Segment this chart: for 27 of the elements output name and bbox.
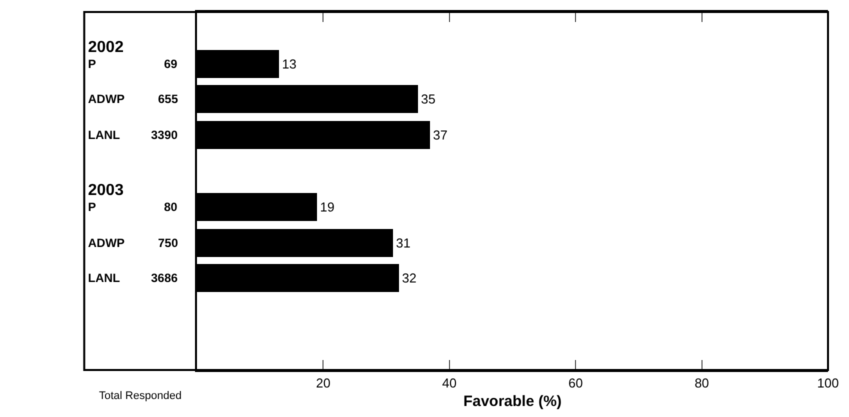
text: 750 <box>158 236 178 250</box>
x-tick-label: 100 <box>817 376 839 391</box>
x-tick-label: 20 <box>316 376 330 391</box>
x-axis-title: Favorable (%) <box>463 393 562 410</box>
data-label: 31 <box>396 236 410 250</box>
text: 655 <box>158 92 178 106</box>
text: 2003 <box>88 182 124 199</box>
x-tick-label: 60 <box>568 376 583 391</box>
data-label: 13 <box>282 56 296 72</box>
text: 80 <box>164 200 178 214</box>
data-label: 32 <box>402 270 416 286</box>
text: 3686 <box>151 271 178 285</box>
x-tick-label: 40 <box>442 376 457 391</box>
y-tick-label: LANL <box>88 271 120 285</box>
y-tick-label: P <box>88 200 96 214</box>
y-tick-label: ADWP <box>88 92 125 106</box>
data-label: 35 <box>421 92 436 106</box>
x-tick-label: 80 <box>694 376 710 391</box>
y-tick-label: ADWP <box>88 236 125 250</box>
text: Total Responded <box>99 390 182 402</box>
data-label: 19 <box>320 200 334 214</box>
text: 3390 <box>151 128 178 142</box>
y-tick-label: P <box>88 57 96 71</box>
text: 2002 <box>88 39 124 56</box>
text: 69 <box>164 57 178 71</box>
y-tick-label: LANL <box>88 128 120 142</box>
data-label: 37 <box>433 128 448 142</box>
